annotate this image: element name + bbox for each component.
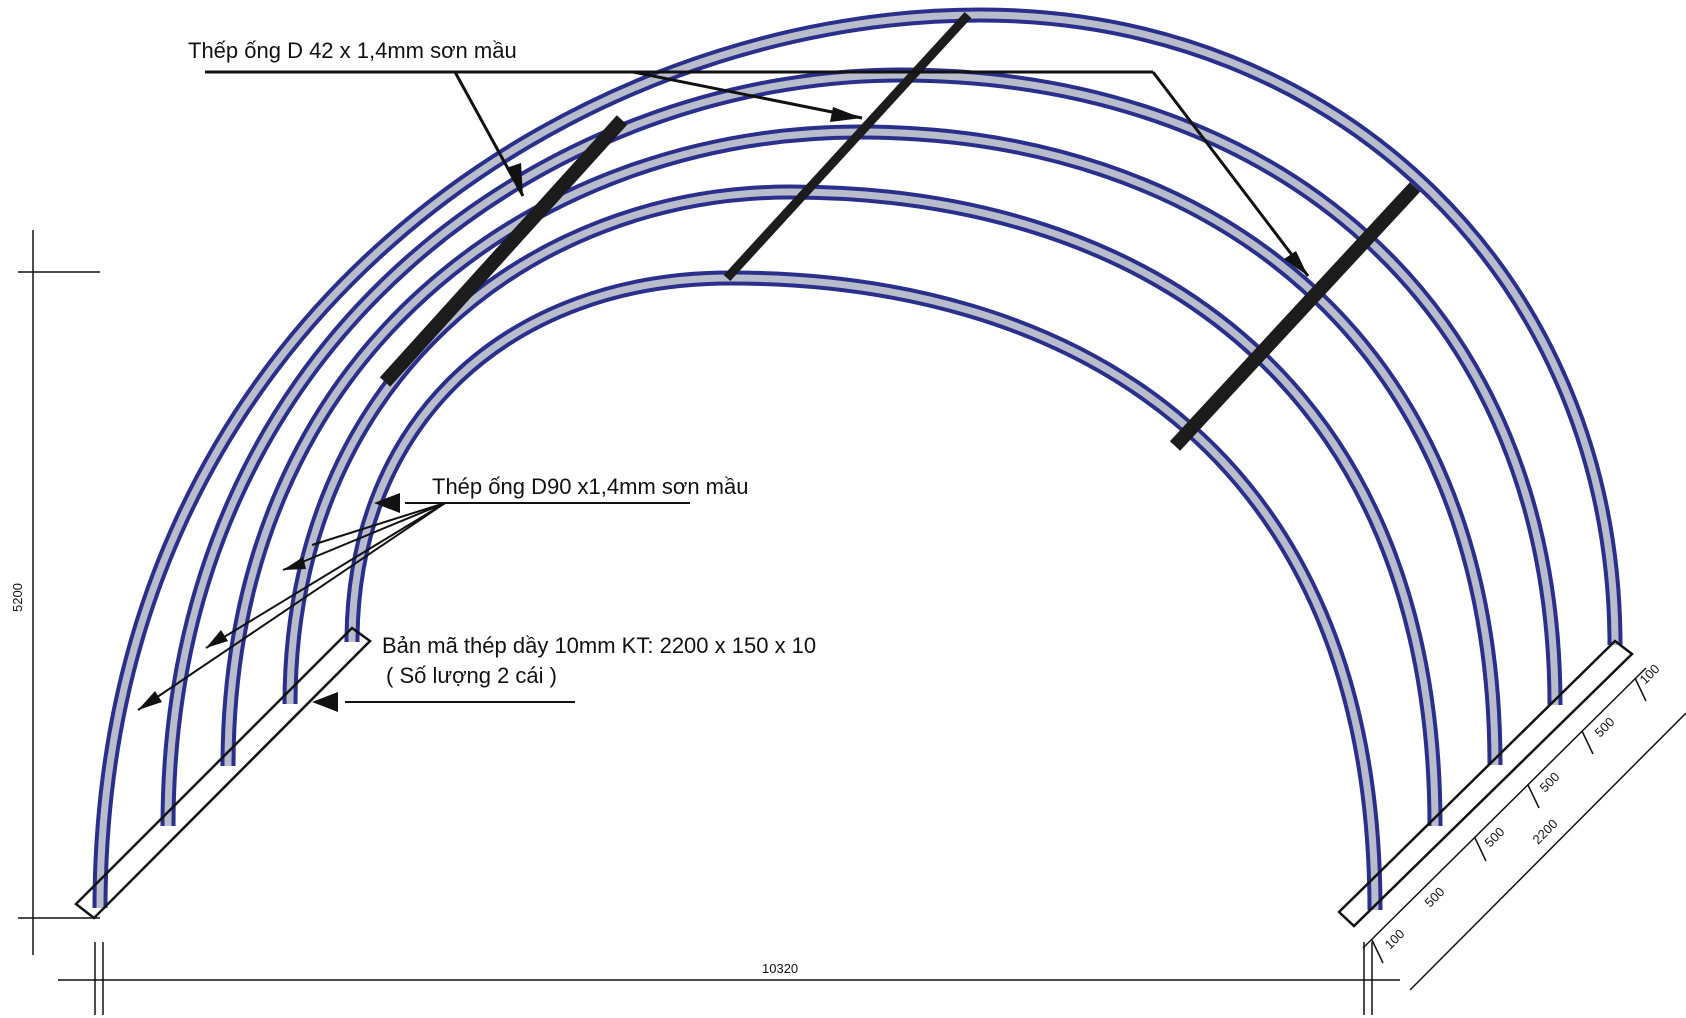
span-dimension xyxy=(58,942,1400,1015)
labels: Thếp ống D 42 x 1,4mm sơn mầu Thép ống D… xyxy=(188,38,816,688)
base-plate-right xyxy=(1337,639,1634,928)
base-spacing-dimension xyxy=(1362,667,1686,991)
height-dimension xyxy=(18,230,100,955)
arch-2 xyxy=(160,67,1563,827)
dimension-spacing-2: 500 xyxy=(1482,824,1508,850)
label-base-plate: Bản mã thép dầy 10mm KT: 2200 x 150 x 10 xyxy=(382,633,816,658)
leader-arrowheads xyxy=(138,107,1308,712)
label-arch-pipe: Thép ống D90 x1,4mm sơn mầu xyxy=(432,474,748,499)
label-purlin-pipe: Thếp ống D 42 x 1,4mm sơn mầu xyxy=(188,38,517,63)
arch-5 xyxy=(344,270,1383,911)
label-base-plate-quantity: ( Số lượng 2 cái ) xyxy=(386,663,557,688)
dimension-span: 10320 xyxy=(762,961,798,976)
dimension-offset-start: 100 xyxy=(1382,926,1408,952)
leader-lines xyxy=(137,70,1310,711)
arch-1 xyxy=(92,7,1623,909)
dimension-height: 5200 xyxy=(10,583,25,612)
base-plate-left xyxy=(74,626,372,920)
arch-4 xyxy=(282,184,1443,827)
purlin-left xyxy=(379,115,628,387)
purlin-top xyxy=(723,11,972,282)
base-plates xyxy=(74,626,1634,928)
dimension-spacing-1: 500 xyxy=(1422,884,1448,910)
purlin-right xyxy=(1169,182,1421,451)
purlin-pipes xyxy=(379,11,1421,451)
dimension-offset-end: 100 xyxy=(1637,661,1663,687)
arch-pipes xyxy=(92,7,1623,911)
dimension-base-total: 2200 xyxy=(1530,816,1561,847)
